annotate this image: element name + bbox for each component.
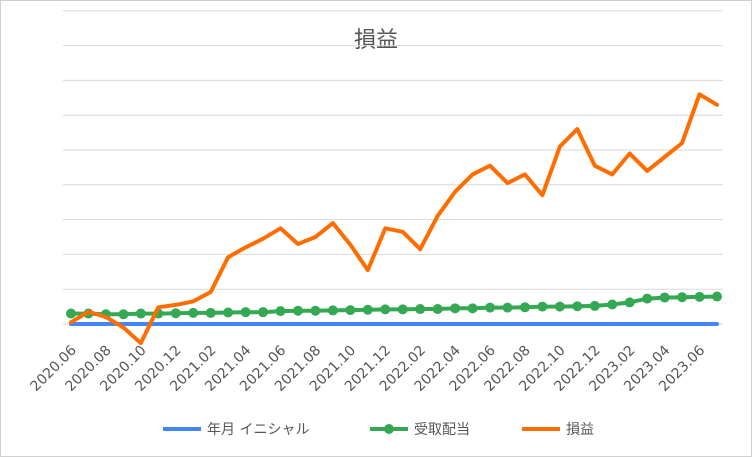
data-point [380, 304, 390, 314]
data-point [468, 303, 478, 313]
legend-item: 年月 イニシャル [163, 422, 309, 438]
legend-label: 受取配当 [414, 422, 470, 438]
data-point [398, 304, 408, 314]
series-layer [66, 94, 722, 343]
data-point [345, 305, 355, 315]
data-point [712, 292, 722, 302]
legend-item: 受取配当 [370, 422, 470, 438]
series-2 [71, 94, 717, 343]
legend-label: 損益 [566, 422, 594, 438]
data-point [310, 306, 320, 316]
data-point [660, 293, 670, 303]
legend-item: 損益 [522, 422, 594, 438]
chart-title: 損益 [354, 28, 398, 53]
series-line [71, 94, 717, 343]
legend: 年月 イニシャル 受取配当 損益 [163, 422, 594, 438]
data-point [328, 305, 338, 315]
data-point [276, 306, 286, 316]
data-point [206, 308, 216, 318]
data-point [677, 292, 687, 302]
data-point [118, 309, 128, 319]
data-point [450, 303, 460, 313]
data-point [258, 307, 268, 317]
gridlines [63, 11, 723, 324]
data-point [555, 302, 565, 312]
data-point [188, 308, 198, 318]
data-point [502, 303, 512, 313]
data-point [642, 294, 652, 304]
data-point [293, 306, 303, 316]
data-point [415, 304, 425, 314]
data-point [537, 302, 547, 312]
data-point [66, 309, 76, 319]
data-point [363, 305, 373, 315]
data-point [433, 304, 443, 314]
data-point [241, 307, 251, 317]
data-point [485, 303, 495, 313]
data-point [171, 308, 181, 318]
data-point [136, 309, 146, 319]
data-point [607, 300, 617, 310]
data-point [572, 301, 582, 311]
data-point [223, 308, 233, 318]
data-point [625, 297, 635, 307]
data-point [590, 301, 600, 311]
legend-marker [384, 424, 394, 434]
x-axis-tick-labels: 2020.062020.082020.102020.122021.022021.… [28, 342, 709, 394]
legend-label: 年月 イニシャル [207, 422, 309, 438]
data-point [520, 302, 530, 312]
data-point [695, 292, 705, 302]
